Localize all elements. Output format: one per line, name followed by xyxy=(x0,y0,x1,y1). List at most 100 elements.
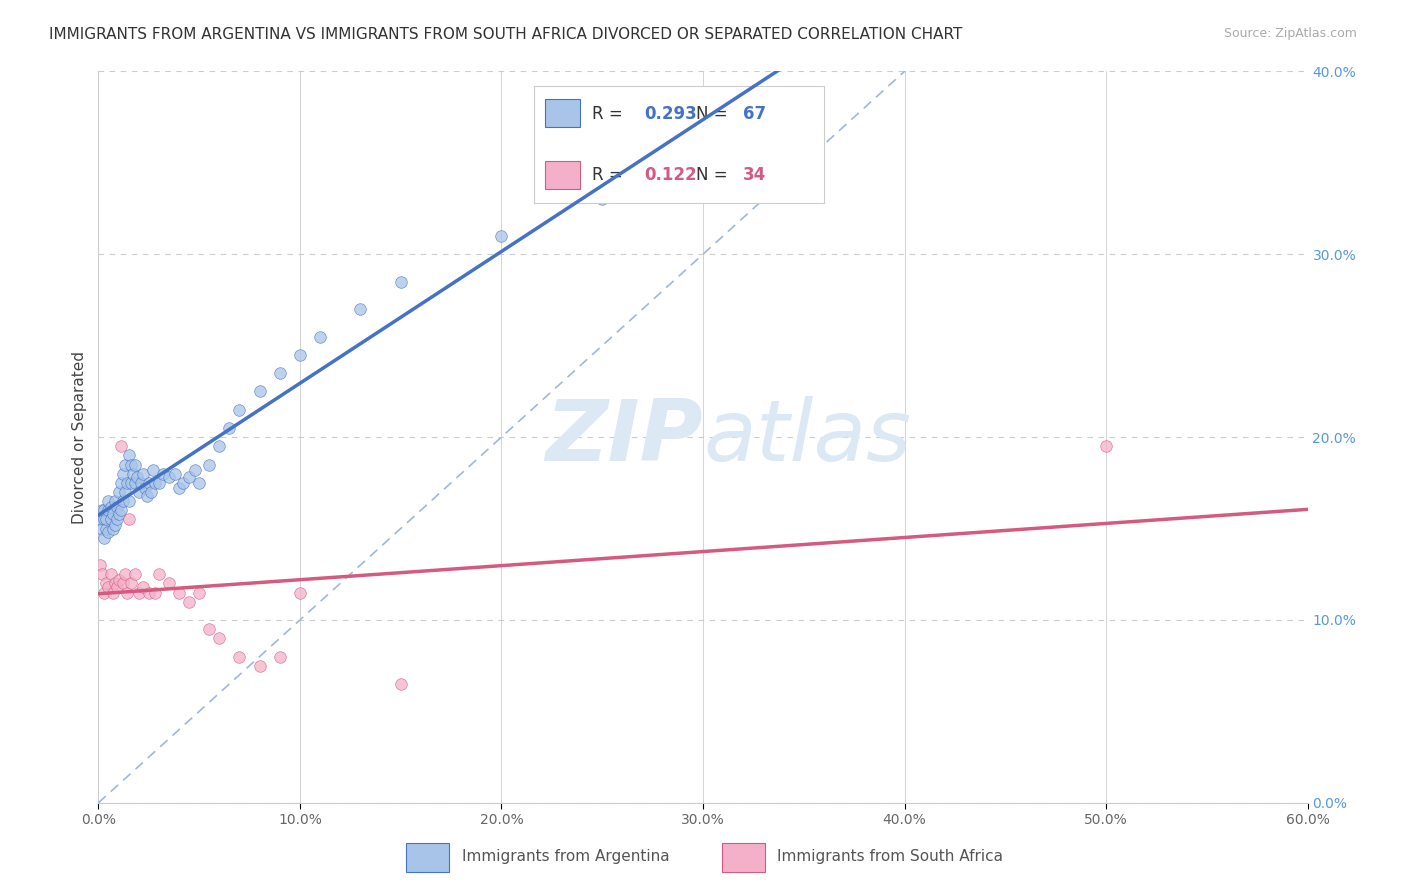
Point xyxy=(91,503,114,517)
Point xyxy=(152,467,174,481)
Point xyxy=(591,192,613,206)
Point xyxy=(105,500,128,514)
Point xyxy=(491,229,513,244)
Point xyxy=(103,576,125,591)
Point xyxy=(349,301,371,317)
Point xyxy=(107,507,129,521)
Point xyxy=(97,580,120,594)
Point xyxy=(139,485,162,500)
Point xyxy=(125,470,148,484)
Point xyxy=(110,439,132,453)
Point xyxy=(389,275,412,289)
Point xyxy=(114,567,136,582)
Point xyxy=(218,421,240,435)
Point xyxy=(143,475,166,490)
Point xyxy=(157,576,180,591)
Point xyxy=(89,512,111,526)
Point xyxy=(115,585,138,599)
Text: Immigrants from South Africa: Immigrants from South Africa xyxy=(778,849,1004,863)
Point xyxy=(121,467,143,481)
Point xyxy=(100,500,122,514)
Point xyxy=(148,567,170,582)
Point xyxy=(148,475,170,490)
Point xyxy=(157,470,180,484)
Point xyxy=(198,458,221,472)
Point xyxy=(101,521,124,535)
Point xyxy=(105,512,128,526)
Point xyxy=(128,485,150,500)
Point xyxy=(269,366,291,380)
Point xyxy=(132,467,155,481)
Point xyxy=(184,463,207,477)
Point xyxy=(269,649,291,664)
Point xyxy=(208,439,231,453)
Point xyxy=(135,489,157,503)
Point xyxy=(93,585,115,599)
Point xyxy=(179,594,201,608)
Point xyxy=(132,580,155,594)
Point xyxy=(97,494,120,508)
Point xyxy=(103,517,125,532)
Point xyxy=(107,485,129,500)
Point xyxy=(167,585,190,599)
Point xyxy=(105,580,128,594)
Point xyxy=(124,567,146,582)
Point xyxy=(111,467,134,481)
Point xyxy=(163,467,186,481)
Point xyxy=(111,494,134,508)
Point xyxy=(138,585,160,599)
Point xyxy=(188,475,211,490)
Point xyxy=(110,475,132,490)
Point xyxy=(118,512,141,526)
Point xyxy=(129,475,152,490)
Point xyxy=(179,470,201,484)
Point xyxy=(249,658,271,673)
Point xyxy=(100,512,122,526)
Point xyxy=(96,521,118,535)
Point xyxy=(103,494,125,508)
Point xyxy=(143,585,166,599)
Point xyxy=(711,146,734,161)
Point xyxy=(188,585,211,599)
Point xyxy=(288,348,311,362)
Point xyxy=(120,475,142,490)
Point xyxy=(118,494,141,508)
Point xyxy=(114,458,136,472)
Point xyxy=(198,622,221,636)
Point xyxy=(97,525,120,540)
Point xyxy=(93,512,115,526)
Point xyxy=(97,503,120,517)
Point xyxy=(110,503,132,517)
Point xyxy=(91,521,114,535)
Point xyxy=(1095,439,1118,453)
Point xyxy=(288,585,311,599)
Text: Immigrants from Argentina: Immigrants from Argentina xyxy=(461,849,669,863)
Point xyxy=(96,512,118,526)
Point xyxy=(96,576,118,591)
Text: Source: ZipAtlas.com: Source: ZipAtlas.com xyxy=(1223,27,1357,40)
Point xyxy=(101,507,124,521)
Point xyxy=(134,481,156,495)
Point xyxy=(208,632,231,646)
Point xyxy=(389,677,412,691)
Point xyxy=(111,576,134,591)
Point xyxy=(93,531,115,545)
Y-axis label: Divorced or Separated: Divorced or Separated xyxy=(72,351,87,524)
Point xyxy=(89,558,111,573)
Point xyxy=(93,503,115,517)
Text: IMMIGRANTS FROM ARGENTINA VS IMMIGRANTS FROM SOUTH AFRICA DIVORCED OR SEPARATED : IMMIGRANTS FROM ARGENTINA VS IMMIGRANTS … xyxy=(49,27,963,42)
Point xyxy=(128,585,150,599)
Point xyxy=(91,567,114,582)
Point xyxy=(124,458,146,472)
Point xyxy=(100,567,122,582)
Point xyxy=(138,475,160,490)
Point xyxy=(228,649,250,664)
Point xyxy=(249,384,271,399)
Point xyxy=(172,475,194,490)
Point xyxy=(124,475,146,490)
Text: atlas: atlas xyxy=(703,395,911,479)
Point xyxy=(120,458,142,472)
Text: ZIP: ZIP xyxy=(546,395,703,479)
Point xyxy=(309,329,332,343)
Point xyxy=(142,463,165,477)
